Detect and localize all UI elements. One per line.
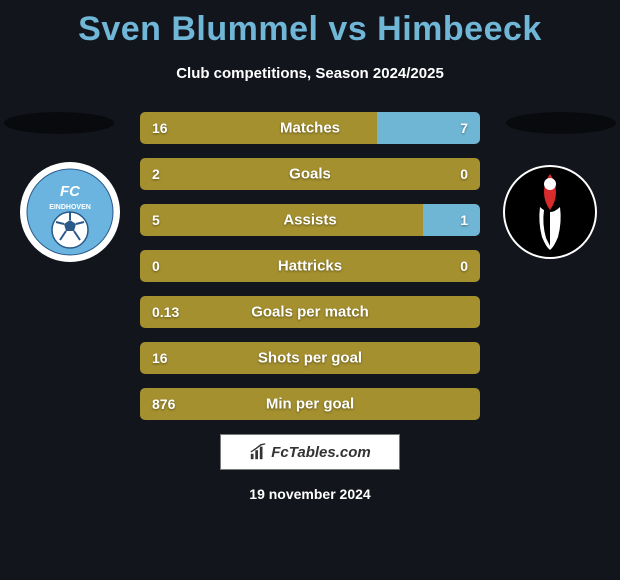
stat-value-left: 2	[152, 166, 160, 182]
stat-value-left: 876	[152, 396, 175, 412]
team-logo-left: FC EINDHOVEN	[20, 162, 120, 262]
stat-bar-left	[140, 204, 423, 236]
stat-bar-right	[423, 204, 480, 236]
stat-row: 16 Shots per goal	[140, 342, 480, 374]
stat-label: Min per goal	[266, 396, 354, 413]
stat-value-left: 0	[152, 258, 160, 274]
stat-label: Hattricks	[278, 258, 342, 275]
stat-value-left: 5	[152, 212, 160, 228]
fc-eindhoven-logo-icon: FC EINDHOVEN	[20, 162, 120, 262]
stat-label: Assists	[283, 212, 336, 229]
svg-text:EINDHOVEN: EINDHOVEN	[49, 204, 91, 211]
stat-label: Goals	[289, 166, 331, 183]
watermark-badge: FcTables.com	[220, 434, 400, 470]
chart-icon	[249, 443, 267, 461]
comparison-subtitle: Club competitions, Season 2024/2025	[0, 65, 620, 82]
stat-label: Shots per goal	[258, 350, 362, 367]
stat-label: Goals per match	[251, 304, 369, 321]
stat-value-left: 0.13	[152, 304, 179, 320]
stat-row: 0.13 Goals per match	[140, 296, 480, 328]
stat-value-right: 1	[460, 212, 468, 228]
watermark-text: FcTables.com	[271, 444, 370, 461]
helmond-logo-icon	[500, 162, 600, 262]
stat-value-left: 16	[152, 350, 168, 366]
player-shadow-left	[4, 112, 114, 134]
team-logo-right	[500, 162, 600, 262]
stat-value-right: 0	[460, 166, 468, 182]
comparison-title: Sven Blummel vs Himbeeck	[0, 0, 620, 49]
stat-row: 16 7 Matches	[140, 112, 480, 144]
svg-text:FC: FC	[60, 183, 81, 200]
stat-row: 0 0 Hattricks	[140, 250, 480, 282]
stat-row: 5 1 Assists	[140, 204, 480, 236]
stats-bars-container: 16 7 Matches 2 0 Goals 5 1 Assists 0 0 Hattricks 0.1…	[140, 112, 480, 420]
comparison-date: 19 november 2024	[0, 486, 620, 502]
stat-row: 876 Min per goal	[140, 388, 480, 420]
stat-bar-left	[140, 112, 377, 144]
player-shadow-right	[506, 112, 616, 134]
stat-value-right: 0	[460, 258, 468, 274]
stat-label: Matches	[280, 120, 340, 137]
stat-row: 2 0 Goals	[140, 158, 480, 190]
stat-value-right: 7	[460, 120, 468, 136]
main-comparison-area: FC EINDHOVEN 16 7 Matches 2 0 Goals 5 1 Assists 0…	[0, 112, 620, 420]
stat-value-left: 16	[152, 120, 168, 136]
